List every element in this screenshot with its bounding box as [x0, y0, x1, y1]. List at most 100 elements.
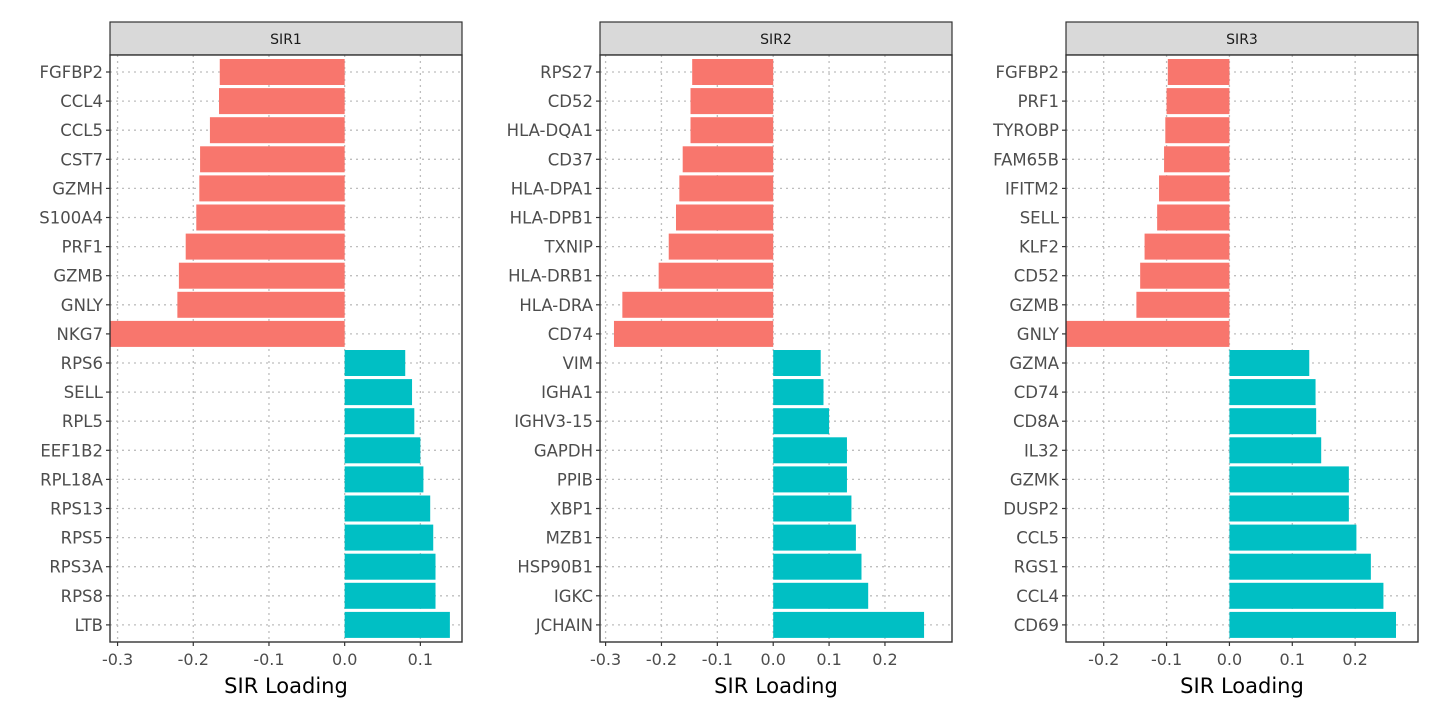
gene-label: CCL5 [60, 121, 103, 140]
bar-eef1b2 [344, 437, 421, 464]
bar-il32 [1229, 437, 1322, 464]
facet-strip [109, 21, 463, 56]
gene-label: IL32 [1024, 441, 1059, 460]
x-tick-label: -0.1 [253, 650, 284, 669]
gene-label: GZMB [1009, 296, 1059, 315]
bar-rps13 [344, 495, 431, 522]
x-axis-title: SIR Loading [714, 674, 838, 698]
gene-label: FAM65B [993, 150, 1059, 169]
x-tick-label: 0.1 [408, 650, 433, 669]
x-tick-label: -0.2 [646, 650, 677, 669]
gene-label: FGFBP2 [39, 63, 103, 82]
panel-sir1: SIR1 FGFBP2 CCL4 CCL5 CST7 GZMH S100A4 PRF1 GZMB… [39, 21, 463, 698]
gene-label: RGS1 [1014, 558, 1059, 577]
bar-cd37 [682, 146, 774, 173]
gene-label: GNLY [61, 296, 104, 315]
bar-prf1 [1166, 88, 1230, 115]
bar-ighv3-15 [773, 408, 830, 435]
gene-label: TXNIP [543, 238, 593, 257]
bar-hla-dpa1 [679, 175, 774, 202]
gene-label: SELL [64, 383, 104, 402]
bar-igha1 [773, 379, 824, 406]
bar-gzmk [1229, 466, 1349, 493]
bar-mzb1 [773, 524, 856, 551]
bar-gzmb [178, 262, 345, 289]
bar-gapdh [773, 437, 847, 464]
facet-strip [1065, 21, 1419, 56]
gene-label: CCL5 [1016, 529, 1059, 548]
gene-label: CD69 [1014, 616, 1059, 635]
facet-strip-label: SIR3 [1226, 32, 1258, 48]
gene-label: RPS27 [540, 63, 593, 82]
bar-ppib [773, 466, 847, 493]
x-tick-label: 0.2 [872, 650, 897, 669]
bar-rgs1 [1229, 553, 1371, 580]
bar-txnip [668, 233, 774, 260]
gene-label: GNLY [1017, 325, 1060, 344]
bar-sell [1157, 204, 1230, 231]
gene-label: HSP90B1 [517, 558, 593, 577]
gene-label: S100A4 [39, 209, 103, 228]
gene-label: RPS6 [61, 354, 103, 373]
gene-label: HLA-DQA1 [507, 121, 593, 140]
gene-label: CD8A [1013, 412, 1060, 431]
gene-label: PPIB [557, 470, 593, 489]
panel-sir3: SIR3 FGFBP2 PRF1 TYROBP FAM65B IFITM2 SELL KLF2… [992, 21, 1419, 698]
x-axis-title: SIR Loading [224, 674, 348, 698]
x-tick-label: -0.3 [590, 650, 621, 669]
bar-cd69 [1229, 611, 1396, 638]
gene-label: PRF1 [1018, 92, 1059, 111]
gene-label: RPL5 [62, 412, 103, 431]
bar-fam65b [1164, 146, 1230, 173]
gene-label: CD52 [548, 92, 593, 111]
x-tick-label: -0.1 [1151, 650, 1182, 669]
gene-label: CST7 [60, 150, 103, 169]
bar-rps8 [344, 582, 436, 609]
bar-gzmh [199, 175, 345, 202]
bar-ltb [344, 611, 450, 638]
bar-dusp2 [1229, 495, 1349, 522]
bar-cst7 [200, 146, 345, 173]
x-tick-label: 0.0 [1217, 650, 1242, 669]
bar-rps3a [344, 553, 436, 580]
gene-label: RPS13 [50, 500, 103, 519]
panel-sir2: SIR2 RPS27 CD52 HLA-DQA1 CD37 HLA-DPA1 HLA-DPB… [507, 21, 953, 698]
bar-cd8a [1229, 408, 1317, 435]
bar-fgfbp2 [1167, 59, 1230, 85]
gene-label: CD37 [548, 150, 593, 169]
facet-strip-label: SIR2 [760, 32, 792, 48]
gene-label: HLA-DRA [519, 296, 593, 315]
gene-label: LTB [75, 616, 103, 635]
gene-label: SELL [1020, 209, 1060, 228]
bar-xbp1 [773, 495, 852, 522]
bar-tyrobp [1165, 117, 1230, 144]
bar-klf2 [1144, 233, 1230, 260]
facet-strip [599, 21, 953, 56]
gene-label: RPS5 [61, 529, 103, 548]
gene-label: CCL4 [1016, 587, 1059, 606]
facet-strip-label: SIR1 [270, 32, 302, 48]
bar-rps6 [344, 350, 406, 376]
x-tick-label: 0.0 [760, 650, 785, 669]
gene-label: DUSP2 [1003, 500, 1059, 519]
gene-label: GZMH [52, 179, 103, 198]
bar-gnly [1066, 320, 1230, 347]
gene-label: HLA-DRB1 [508, 267, 593, 286]
bar-vim [773, 350, 821, 376]
bar-igkc [773, 582, 869, 609]
panel-border [1065, 54, 1419, 643]
gene-label: GZMK [1010, 470, 1060, 489]
gene-label: HLA-DPB1 [510, 209, 593, 228]
x-tick-label: 0.2 [1342, 650, 1367, 669]
gene-label: MZB1 [546, 529, 593, 548]
gene-label: VIM [563, 354, 593, 373]
gene-label: HLA-DPA1 [511, 179, 593, 198]
bar-ccl5 [1229, 524, 1357, 551]
x-tick-label: -0.1 [702, 650, 733, 669]
gene-label: IFITM2 [1005, 179, 1059, 198]
bar-fgfbp2 [219, 59, 345, 85]
gene-label: IGHA1 [541, 383, 593, 402]
bar-gnly [177, 291, 345, 318]
gene-label: CCL4 [60, 92, 103, 111]
